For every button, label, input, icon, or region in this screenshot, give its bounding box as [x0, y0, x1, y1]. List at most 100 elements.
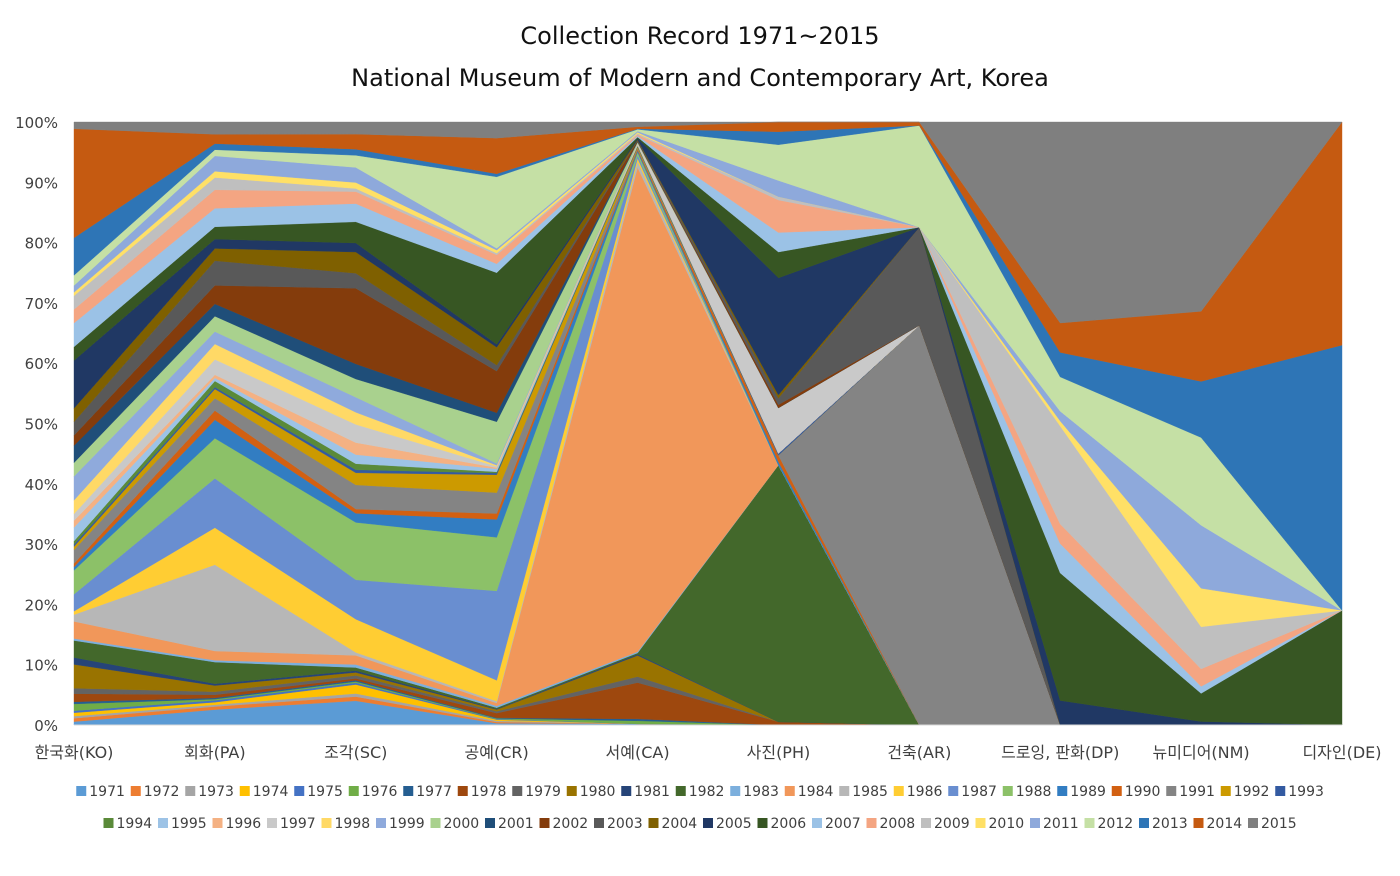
legend-swatch	[1193, 818, 1204, 828]
legend-swatch	[1030, 818, 1040, 828]
legend-label: 1987	[961, 784, 997, 800]
legend-item-1975: 1975	[294, 784, 343, 800]
legend-swatch	[103, 818, 114, 828]
legend-swatch	[812, 818, 822, 828]
legend-swatch	[485, 818, 495, 828]
legend-label: 2002	[553, 816, 589, 832]
legend-item-1979: 1979	[512, 784, 561, 800]
legend-label: 1983	[743, 784, 779, 800]
legend-item-1995: 1995	[158, 816, 207, 832]
legend-swatch	[675, 786, 686, 796]
legend-item-1999: 1999	[376, 816, 425, 832]
y-tick-label: 30%	[25, 536, 58, 554]
legend-item-2006: 2006	[757, 816, 806, 832]
legend-label: 1984	[798, 784, 834, 800]
legend-item-1988: 1988	[1002, 784, 1052, 800]
legend-swatch	[321, 818, 332, 828]
legend-item-2008: 2008	[866, 816, 915, 832]
legend-item-1991: 1991	[1166, 784, 1215, 800]
legend-label: 1974	[253, 784, 289, 800]
legend-label: 2005	[716, 816, 752, 832]
legend-swatch	[975, 818, 986, 828]
legend-label: 2011	[1043, 816, 1079, 832]
legend-item-1976: 1976	[348, 784, 397, 800]
legend-label: 1988	[1016, 784, 1052, 800]
legend-label: 1972	[144, 784, 180, 800]
y-tick-label: 100%	[15, 114, 58, 132]
legend-label: 1981	[634, 784, 670, 800]
legend-item-1984: 1984	[784, 784, 834, 800]
legend-label: 1978	[471, 784, 507, 800]
legend-label: 1982	[689, 784, 725, 800]
legend-item-2010: 2010	[975, 816, 1025, 832]
legend-swatch	[512, 786, 523, 796]
legend-swatch	[348, 786, 359, 796]
plot-area	[73, 121, 1343, 726]
legend-swatch	[948, 786, 959, 796]
legend-label: 1994	[117, 816, 153, 832]
legend-label: 1997	[280, 816, 316, 832]
legend-label: 1973	[198, 784, 234, 800]
legend-label: 2014	[1207, 816, 1243, 832]
legend-item-2003: 2003	[594, 816, 643, 832]
legend-swatch	[1057, 786, 1068, 796]
legend-item-1982: 1982	[675, 784, 725, 800]
legend-item-1996: 1996	[212, 816, 261, 832]
legend-item-1977: 1977	[403, 784, 452, 800]
y-tick-label: 80%	[25, 235, 58, 253]
legend-item-1980: 1980	[566, 784, 616, 800]
legend-swatch	[594, 818, 604, 828]
legend-swatch	[1084, 818, 1095, 828]
legend-swatch	[457, 786, 468, 796]
legend-label: 1985	[852, 784, 888, 800]
legend-swatch	[621, 786, 632, 796]
legend-item-2002: 2002	[539, 816, 589, 832]
legend-item-1992: 1992	[1220, 784, 1270, 800]
legend-swatch	[539, 818, 550, 828]
legend-label: 1975	[307, 784, 343, 800]
legend-item-1997: 1997	[267, 816, 316, 832]
legend-swatch	[839, 786, 850, 796]
legend-label: 1991	[1179, 784, 1215, 800]
legend-label: 2000	[444, 816, 480, 832]
legend-label: 2010	[989, 816, 1025, 832]
legend-swatch	[403, 786, 414, 796]
area-series-2015	[73, 121, 1343, 324]
legend-swatch	[648, 818, 659, 828]
legend-item-1987: 1987	[948, 784, 997, 800]
legend-swatch	[757, 818, 768, 828]
legend-item-2013: 2013	[1139, 816, 1188, 832]
y-tick-label: 70%	[25, 295, 58, 313]
legend-label: 1980	[580, 784, 616, 800]
legend-item-1990: 1990	[1111, 784, 1160, 800]
legend-item-2004: 2004	[648, 816, 697, 832]
legend-item-2007: 2007	[812, 816, 861, 832]
x-tick-label: 디자인(DE)	[1302, 743, 1381, 762]
legend: 1971 1972 1973 1974 1975 1976 1977 1978 1979 1980…	[76, 784, 1324, 832]
chart-title: Collection Record 1971~2015	[520, 22, 880, 50]
legend-swatch	[866, 818, 877, 828]
legend-swatch	[239, 786, 250, 796]
y-tick-label: 10%	[25, 657, 58, 675]
legend-item-2015: 2015	[1248, 816, 1297, 832]
legend-label: 2015	[1261, 816, 1297, 832]
legend-swatch	[730, 786, 741, 796]
y-tick-label: 90%	[25, 174, 58, 192]
legend-item-1974: 1974	[239, 784, 289, 800]
legend-swatch	[893, 786, 904, 796]
legend-item-1989: 1989	[1057, 784, 1106, 800]
y-tick-label: 40%	[25, 476, 58, 494]
y-tick-label: 60%	[25, 355, 58, 373]
legend-item-2000: 2000	[430, 816, 480, 832]
y-tick-label: 50%	[25, 416, 58, 434]
legend-swatch	[76, 786, 87, 796]
legend-label: 2003	[607, 816, 643, 832]
legend-label: 2012	[1098, 816, 1134, 832]
legend-label: 1992	[1234, 784, 1270, 800]
legend-item-1971: 1971	[76, 784, 125, 800]
legend-swatch	[158, 818, 168, 828]
y-tick-label: 20%	[25, 596, 58, 614]
legend-label: 1998	[335, 816, 371, 832]
legend-item-1972: 1972	[130, 784, 180, 800]
